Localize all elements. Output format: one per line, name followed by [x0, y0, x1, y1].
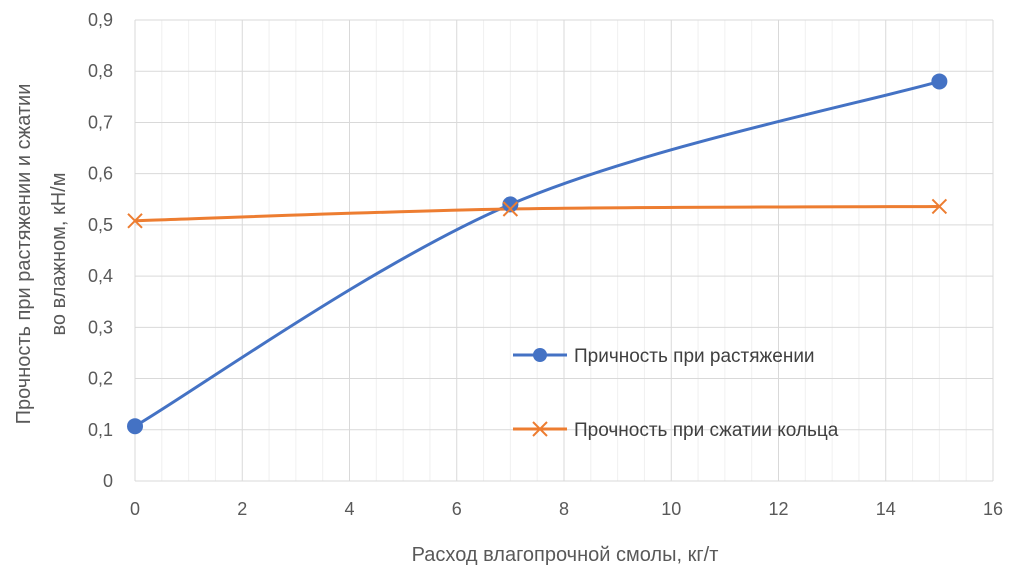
y-tick-label: 0,2: [88, 369, 113, 389]
y-tick-label: 0,4: [88, 266, 113, 286]
x-tick-label: 12: [768, 499, 788, 519]
y-tick-label: 0,6: [88, 164, 113, 184]
y-axis-title-line-1: Прочность при растяжении и сжатии: [13, 84, 35, 425]
data-point-marker: [127, 418, 143, 435]
y-tick-label: 0,5: [88, 215, 113, 235]
series-markers: [127, 73, 948, 435]
data-point-marker: [931, 198, 948, 215]
minor-grid: [161, 20, 967, 481]
major-grid: [134, 19, 994, 482]
legend: Причность при растяжении Прочность при с…: [513, 346, 839, 441]
x-tick-labels: 0 2 4 6 8 10 12 14 16: [130, 499, 1003, 519]
x-tick-label: 6: [452, 499, 462, 519]
x-tick-label: 10: [661, 499, 681, 519]
y-tick-label: 0: [103, 471, 113, 491]
y-tick-labels: 0 0,1 0,2 0,3 0,4 0,5 0,6 0,7 0,8 0,9: [88, 10, 113, 491]
x-axis-title: Расход влагопрочной смолы, кг/т: [412, 544, 719, 566]
legend-marker-tension: [533, 348, 547, 362]
data-point-marker: [931, 73, 948, 90]
data-point-marker: [127, 213, 143, 229]
y-tick-label: 0,9: [88, 10, 113, 30]
y-tick-label: 0,8: [88, 61, 113, 81]
legend-label-compression: Прочность при сжатии кольца: [574, 420, 839, 441]
x-tick-label: 0: [130, 499, 140, 519]
x-tick-label: 8: [559, 499, 569, 519]
legend-item-tension: Причность при растяжении: [513, 346, 815, 367]
legend-marker-compression: [532, 421, 548, 437]
data-point-marker: [502, 201, 519, 217]
data-point-marker: [502, 196, 519, 213]
x-tick-label: 2: [237, 499, 247, 519]
x-tick-label: 4: [344, 499, 354, 519]
y-tick-label: 0,7: [88, 112, 113, 132]
legend-label-tension: Причность при растяжении: [574, 346, 815, 367]
x-tick-label: 14: [876, 499, 896, 519]
y-axis-title-line-2: во влажном, кН/м: [48, 173, 70, 336]
y-tick-label: 0,3: [88, 317, 113, 337]
y-tick-label: 0,1: [88, 420, 113, 440]
x-tick-label: 16: [983, 499, 1003, 519]
legend-item-compression: Прочность при сжатии кольца: [513, 420, 839, 441]
